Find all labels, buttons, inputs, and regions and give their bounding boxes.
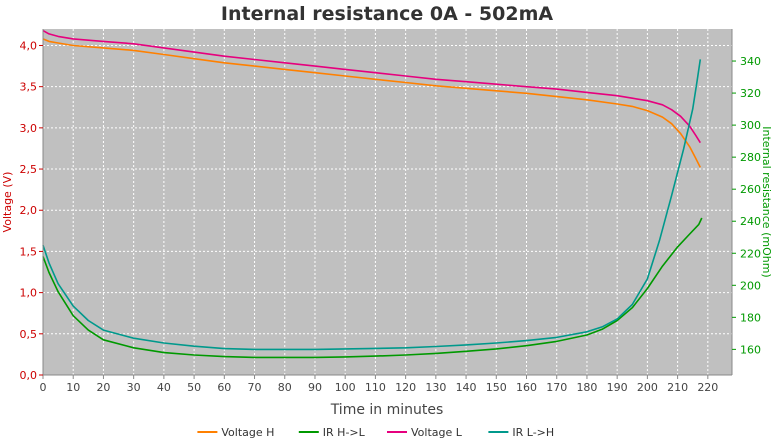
left-axis-label: Voltage (V): [1, 172, 14, 233]
series-line-voltage-h: [42, 38, 702, 168]
legend-label-ir-l-h: IR L->H: [512, 426, 554, 439]
series-line-voltage-l: [42, 29, 701, 144]
left-tick-label: 1,0: [20, 287, 38, 300]
left-tick-label: 4,0: [20, 39, 38, 52]
x-tick-label: 150: [486, 381, 507, 394]
x-tick-label: 120: [395, 381, 416, 394]
right-axis-label: Internal resistance (mOhm): [760, 126, 773, 277]
right-tick-label: 160: [740, 343, 761, 356]
x-tick-label: 180: [576, 381, 597, 394]
x-tick-label: 160: [516, 381, 537, 394]
x-tick-label: 130: [425, 381, 446, 394]
axis-ticks: 0 10 20 30 40 50 60 70 80 90 100 110 120 130 140 150 160…: [20, 39, 762, 394]
x-tick-label: 30: [127, 381, 141, 394]
x-tick-label: 70: [248, 381, 262, 394]
x-tick-label: 200: [637, 381, 658, 394]
series-line-ir-h-l: [42, 217, 703, 359]
x-axis-label: Time in minutes: [330, 402, 444, 418]
left-tick-label: 0,5: [20, 328, 38, 341]
series-line-ir-l-h: [42, 59, 702, 351]
x-tick-label: 100: [335, 381, 356, 394]
x-tick-label: 170: [546, 381, 567, 394]
right-tick-label: 260: [740, 183, 761, 196]
legend-label-voltage-l: Voltage L: [411, 426, 463, 439]
right-tick-label: 240: [740, 215, 761, 228]
legend: Voltage H IR H->L Voltage L IR L->H: [197, 426, 554, 439]
right-tick-label: 300: [740, 119, 761, 132]
legend-label-ir-h-l: IR H->L: [323, 426, 366, 439]
right-tick-label: 320: [740, 87, 761, 100]
chart-title: Internal resistance 0A - 502mA: [221, 3, 553, 25]
right-tick-label: 340: [740, 55, 761, 68]
x-tick-label: 110: [365, 381, 386, 394]
x-tick-label: 80: [278, 381, 292, 394]
x-tick-label: 20: [96, 381, 110, 394]
left-tick-label: 3,5: [20, 81, 38, 94]
left-tick-label: 2,5: [20, 163, 38, 176]
x-tick-label: 140: [456, 381, 477, 394]
left-tick-label: 1,5: [20, 245, 38, 258]
right-tick-label: 220: [740, 247, 761, 260]
left-tick-label: 2,0: [20, 204, 38, 217]
x-tick-label: 0: [40, 381, 47, 394]
left-tick-label: 3,0: [20, 122, 38, 135]
left-tick-label: 0,0: [20, 369, 38, 382]
x-tick-label: 220: [697, 381, 718, 394]
series-layer: [42, 29, 703, 359]
x-tick-label: 210: [667, 381, 688, 394]
x-tick-label: 40: [157, 381, 171, 394]
right-tick-label: 180: [740, 311, 761, 324]
x-tick-label: 60: [217, 381, 231, 394]
x-tick-label: 190: [607, 381, 628, 394]
x-tick-label: 90: [308, 381, 322, 394]
right-tick-label: 200: [740, 279, 761, 292]
x-tick-label: 10: [66, 381, 80, 394]
right-tick-label: 280: [740, 151, 761, 164]
legend-label-voltage-h: Voltage H: [221, 426, 274, 439]
x-tick-label: 50: [187, 381, 201, 394]
